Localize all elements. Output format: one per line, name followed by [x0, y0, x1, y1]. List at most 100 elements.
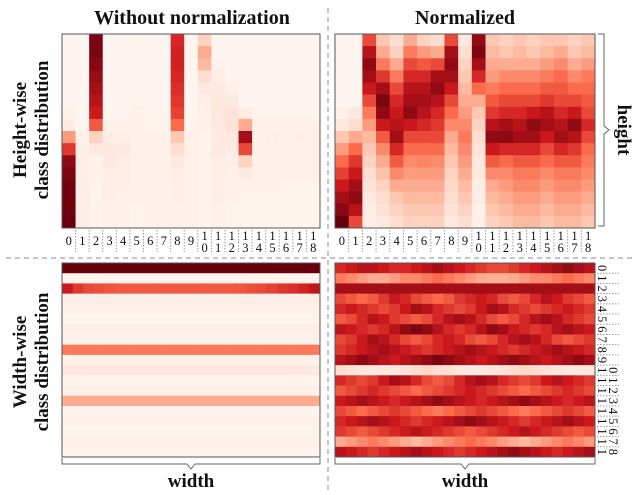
- tl-cell-class-2-bin-15: [89, 215, 104, 229]
- tl-cell-class-3-bin-6: [102, 106, 117, 120]
- br-cell-class-7-bin-15: [497, 334, 509, 346]
- tr-cell-class-1-bin-10: [348, 155, 363, 168]
- tr-cell-class-11-bin-11: [485, 167, 500, 180]
- br-cell-class-12-bin-5: [389, 385, 401, 397]
- br-cell-class-16-bin-21: [562, 426, 574, 437]
- br-cell-class-15-bin-14: [486, 416, 498, 427]
- bl-cell-class-14-bin-17: [244, 405, 256, 417]
- br-cell-class-8-bin-10: [443, 344, 455, 356]
- bl-cell-class-6-bin-6: [126, 324, 138, 335]
- tr-cell-class-9-bin-13: [458, 191, 473, 205]
- br-cell-class-4-bin-10: [443, 303, 455, 315]
- br-cell-class-18-bin-8: [421, 446, 433, 458]
- bl-cell-class-3-bin-21: [287, 293, 299, 305]
- bl-cell-class-5-bin-15: [223, 314, 235, 325]
- tl-cell-class-18-bin-10: [306, 155, 321, 168]
- bl-cell-class-5-bin-19: [266, 314, 278, 325]
- bl-cell-class-6-bin-18: [255, 324, 267, 335]
- tl-cell-class-6-bin-14: [143, 203, 158, 217]
- tl-tick-label-2: 2: [93, 234, 99, 248]
- br-cell-class-4-bin-15: [497, 303, 509, 315]
- bl-cell-class-3-bin-16: [234, 293, 246, 305]
- bl-cell-class-5-bin-16: [234, 314, 246, 325]
- bl-cell-class-9-bin-8: [148, 354, 160, 366]
- tl-cell-class-6-bin-12: [143, 179, 158, 193]
- tr-cell-class-15-bin-15: [540, 215, 555, 229]
- br-cell-class-1-bin-23: [584, 273, 596, 284]
- bl-cell-class-3-bin-0: [62, 293, 74, 305]
- br-cell-class-4-bin-19: [540, 303, 553, 315]
- bl-cell-class-10-bin-9: [158, 365, 170, 376]
- tr-cell-class-9-bin-2: [458, 58, 473, 71]
- tl-cell-class-16-bin-8: [279, 131, 294, 144]
- bl-cell-class-10-bin-20: [277, 365, 289, 376]
- row-label-top: Height-wise class distribution: [10, 60, 53, 199]
- br-cell-class-9-bin-17: [519, 354, 531, 366]
- tl-cell-class-8-bin-14: [170, 203, 185, 217]
- br-cell-class-7-bin-12: [465, 334, 477, 346]
- tr-cell-class-11-bin-0: [485, 34, 500, 47]
- bl-cell-class-15-bin-9: [158, 416, 170, 427]
- br-cell-class-15-bin-0: [335, 416, 347, 427]
- br-cell-class-2-bin-18: [530, 283, 542, 295]
- bl-cell-class-8-bin-15: [223, 344, 235, 356]
- bl-cell-class-8-bin-2: [83, 344, 95, 356]
- br-cell-class-7-bin-11: [454, 334, 466, 346]
- br-cell-class-9-bin-10: [443, 354, 455, 366]
- tl-cell-class-5-bin-2: [129, 58, 144, 71]
- tr-cell-class-8-bin-9: [444, 143, 459, 156]
- br-tick-label-11-digit-2: 1: [606, 377, 620, 383]
- br-cell-class-17-bin-23: [584, 436, 596, 448]
- bl-cell-class-13-bin-11: [180, 395, 192, 407]
- tl-tick-label-10-digit-1: 1: [201, 229, 207, 243]
- tr-cell-class-15-bin-3: [540, 70, 555, 83]
- tr-cell-class-4-bin-11: [389, 167, 404, 180]
- br-cell-class-8-bin-7: [410, 344, 423, 356]
- tl-tick-label-3: 3: [106, 234, 112, 248]
- br-cell-class-16-bin-10: [443, 426, 455, 437]
- br-cell-class-12-bin-15: [497, 385, 509, 397]
- bl-cell-class-9-bin-17: [244, 354, 256, 366]
- tl-cell-class-2-bin-3: [89, 70, 104, 83]
- br-cell-class-8-bin-12: [465, 344, 477, 356]
- tl-cell-class-8-bin-13: [170, 191, 185, 205]
- tr-cell-class-6-bin-15: [417, 215, 432, 229]
- bl-cell-class-2-bin-16: [234, 283, 246, 295]
- tl-cell-class-15-bin-15: [265, 215, 280, 229]
- tl-cell-class-4-bin-3: [116, 70, 131, 83]
- br-cell-class-12-bin-3: [367, 385, 379, 397]
- tl-cell-class-7-bin-6: [157, 106, 172, 120]
- br-cell-class-2-bin-12: [465, 283, 477, 295]
- tr-cell-class-11-bin-5: [485, 94, 500, 108]
- bl-cell-class-10-bin-15: [223, 365, 235, 376]
- tr-cell-class-9-bin-14: [458, 203, 473, 217]
- bl-cell-class-15-bin-0: [62, 416, 74, 427]
- br-cell-class-12-bin-18: [530, 385, 542, 397]
- bl-cell-class-7-bin-1: [72, 334, 84, 346]
- bl-cell-class-12-bin-0: [62, 385, 74, 397]
- br-cell-class-7-bin-9: [432, 334, 444, 346]
- tl-cell-class-0-bin-3: [62, 70, 76, 83]
- bl-cell-class-14-bin-21: [287, 405, 299, 417]
- br-tick-label-4: 4: [595, 306, 609, 313]
- tr-cell-class-8-bin-2: [444, 58, 459, 71]
- tr-cell-class-7-bin-8: [430, 131, 445, 144]
- bl-cell-class-8-bin-3: [94, 344, 106, 356]
- tr-cell-class-3-bin-10: [376, 155, 391, 168]
- br-cell-class-16-bin-3: [367, 426, 379, 437]
- br-cell-class-5-bin-7: [410, 314, 423, 325]
- bl-cell-class-3-bin-17: [244, 293, 256, 305]
- tl-cell-class-15-bin-12: [265, 179, 280, 193]
- tl-cell-class-16-bin-13: [279, 191, 294, 205]
- br-cell-class-3-bin-20: [551, 293, 563, 305]
- br-cell-class-7-bin-8: [421, 334, 433, 346]
- br-cell-class-15-bin-21: [562, 416, 574, 427]
- br-cell-class-12-bin-0: [335, 385, 347, 397]
- tr-tick-label-15-digit-1: 1: [544, 229, 550, 243]
- tr-cell-class-6-bin-1: [417, 46, 432, 59]
- tr-cell-class-13-bin-11: [512, 167, 527, 180]
- tl-cell-class-8-bin-0: [170, 34, 185, 47]
- bl-cell-class-1-bin-8: [148, 273, 160, 284]
- tl-cell-class-8-bin-6: [170, 106, 185, 120]
